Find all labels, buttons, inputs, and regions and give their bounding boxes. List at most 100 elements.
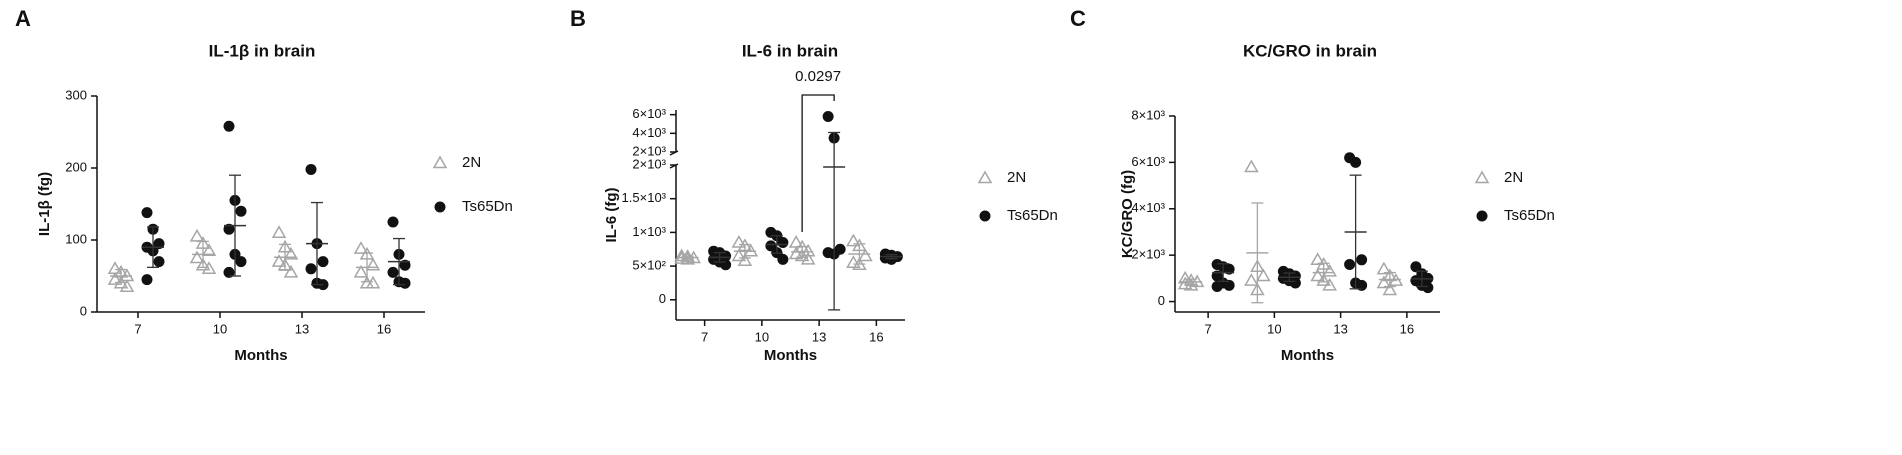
data-point <box>788 246 804 260</box>
data-point <box>201 261 217 275</box>
data-point <box>1422 282 1434 294</box>
legend-label: 2N <box>462 154 481 171</box>
data-point <box>846 233 861 247</box>
axis-break <box>669 150 679 156</box>
data-point <box>1256 268 1271 282</box>
y-tick-label: 2×10³ <box>1131 247 1165 262</box>
y-tick-label: 1×10³ <box>632 224 666 239</box>
x-tick-label: 13 <box>1333 321 1347 336</box>
legend-label: 2N <box>1007 169 1026 186</box>
x-axis-label: Months <box>234 347 287 364</box>
chart-title: KC/GRO in brain <box>1243 41 1377 60</box>
data-point <box>432 155 448 169</box>
data-point <box>1376 275 1392 289</box>
data-point <box>731 248 747 262</box>
panel-label: A <box>15 6 31 31</box>
data-point <box>1244 273 1259 286</box>
x-axis-label: Months <box>1281 347 1334 364</box>
data-point <box>1310 252 1325 266</box>
data-point <box>737 253 753 266</box>
y-axis-label: KC/GRO (fg) <box>1119 170 1136 258</box>
data-point <box>858 248 873 262</box>
data-point <box>1356 279 1368 291</box>
x-tick-label: 7 <box>1205 321 1212 336</box>
data-point <box>1244 159 1259 173</box>
y-tick-label: 200 <box>65 159 87 174</box>
panel-label: B <box>570 6 586 31</box>
data-point <box>846 255 861 268</box>
data-point <box>271 254 287 267</box>
data-point <box>720 259 732 271</box>
data-point <box>1382 282 1398 296</box>
data-point <box>1476 210 1488 222</box>
data-point <box>223 223 235 235</box>
data-point <box>1322 277 1337 291</box>
data-point <box>365 275 381 289</box>
y-tick-label: 5×10² <box>632 258 666 273</box>
data-point <box>283 264 299 278</box>
data-point <box>1211 280 1223 292</box>
x-tick-label: 10 <box>213 321 227 336</box>
y-tick-label: 1.5×10³ <box>622 190 667 205</box>
data-point <box>365 257 381 271</box>
data-point <box>1474 170 1490 184</box>
significance-bracket <box>801 94 835 232</box>
data-point <box>283 246 299 260</box>
x-axis-label: Months <box>764 347 817 364</box>
x-tick-label: 10 <box>755 329 769 344</box>
data-point <box>1316 273 1331 286</box>
data-point <box>1350 156 1362 168</box>
x-tick-label: 13 <box>812 329 826 344</box>
data-point <box>1376 261 1392 275</box>
legend-label: 2N <box>1504 169 1523 186</box>
data-point <box>387 216 399 228</box>
data-point <box>201 243 217 257</box>
y-tick-label: 300 <box>65 87 87 102</box>
x-tick-label: 7 <box>701 329 708 344</box>
data-point <box>800 251 816 265</box>
data-point <box>731 234 747 248</box>
x-tick-label: 16 <box>377 321 391 336</box>
x-tick-label: 13 <box>295 321 309 336</box>
x-tick-label: 16 <box>1400 321 1414 336</box>
data-point <box>141 274 153 286</box>
data-point <box>399 259 411 271</box>
data-point <box>119 279 135 293</box>
x-tick-label: 7 <box>134 321 141 336</box>
data-point <box>195 257 211 271</box>
data-point <box>977 170 993 184</box>
data-point <box>271 225 287 239</box>
y-tick-label: 2×10³ <box>632 156 666 171</box>
data-point <box>1189 274 1205 288</box>
y-tick-label: 0 <box>80 303 87 318</box>
data-point <box>305 163 317 175</box>
annotation: 0.0297 <box>795 68 841 85</box>
data-point <box>153 256 165 268</box>
data-point <box>794 248 810 262</box>
data-point <box>777 237 789 248</box>
y-tick-label: 100 <box>65 231 87 246</box>
data-point <box>1223 279 1235 291</box>
data-point <box>235 205 247 217</box>
data-point <box>777 253 789 265</box>
y-tick-label: 4×10³ <box>1131 200 1165 215</box>
data-point <box>353 264 369 278</box>
data-point <box>1310 268 1325 282</box>
data-point <box>189 250 205 264</box>
y-tick-label: 6×10³ <box>632 106 666 121</box>
legend-label: Ts65Dn <box>1007 207 1058 224</box>
data-point <box>434 201 446 213</box>
data-point <box>223 120 235 132</box>
y-tick-label: 0 <box>1158 293 1165 308</box>
panel-label: C <box>1070 6 1086 31</box>
chart-title: IL-6 in brain <box>742 41 838 60</box>
data-point <box>800 243 816 257</box>
legend-label: Ts65Dn <box>1504 207 1555 224</box>
data-point <box>1344 258 1356 270</box>
data-point <box>399 277 411 289</box>
data-point <box>1322 263 1337 277</box>
data-point <box>1356 254 1368 266</box>
y-tick-label: 6×10³ <box>1131 154 1165 169</box>
data-point <box>223 266 235 278</box>
data-point <box>141 207 153 219</box>
